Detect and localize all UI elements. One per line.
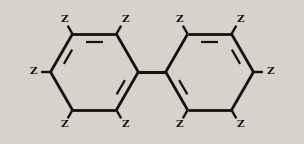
Text: Z: Z <box>236 120 244 129</box>
Text: Z: Z <box>29 68 37 76</box>
Text: Z: Z <box>121 120 129 129</box>
Text: Z: Z <box>60 15 68 24</box>
Text: Z: Z <box>175 120 183 129</box>
Text: Z: Z <box>236 15 244 24</box>
Text: Z: Z <box>121 15 129 24</box>
Text: Z: Z <box>60 120 68 129</box>
Text: Z: Z <box>175 15 183 24</box>
Text: Z: Z <box>267 68 275 76</box>
